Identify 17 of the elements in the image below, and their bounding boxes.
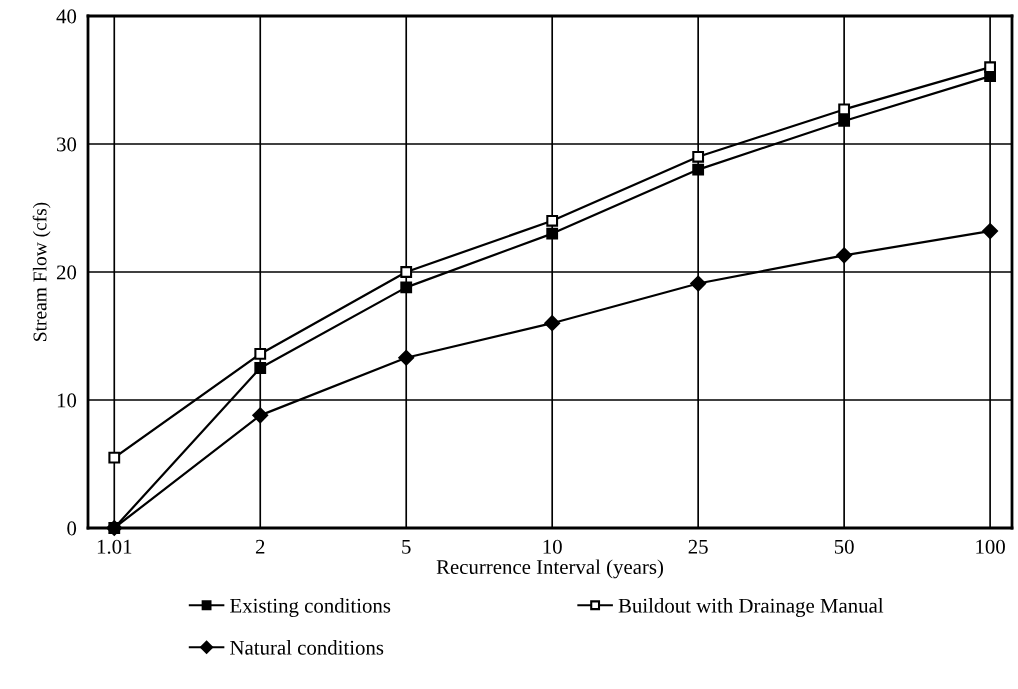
x-tick-label: 1.01	[97, 539, 132, 554]
legend-label: Natural conditions	[230, 640, 384, 655]
x-tick-label: 100	[976, 539, 1005, 554]
x-tick-label: 10	[543, 539, 562, 554]
y-tick-label: 30	[57, 137, 77, 152]
x-tick-label: 2	[255, 539, 265, 554]
x-tick-label: 50	[834, 539, 854, 554]
y-tick-label: 10	[57, 393, 77, 408]
x-axis-title: Recurrence Interval (years)	[436, 559, 664, 579]
x-tick-label: 5	[402, 539, 411, 554]
y-tick-label: 20	[56, 265, 77, 280]
legend-label: Buildout with Drainage Manual	[618, 598, 884, 618]
y-axis-title: Stream Flow (cfs)	[32, 202, 51, 341]
legend-label: Existing conditions	[230, 598, 391, 618]
x-tick-label: 25	[688, 539, 708, 554]
y-tick-label: 40	[56, 9, 77, 24]
y-tick-label: 0	[67, 521, 77, 536]
